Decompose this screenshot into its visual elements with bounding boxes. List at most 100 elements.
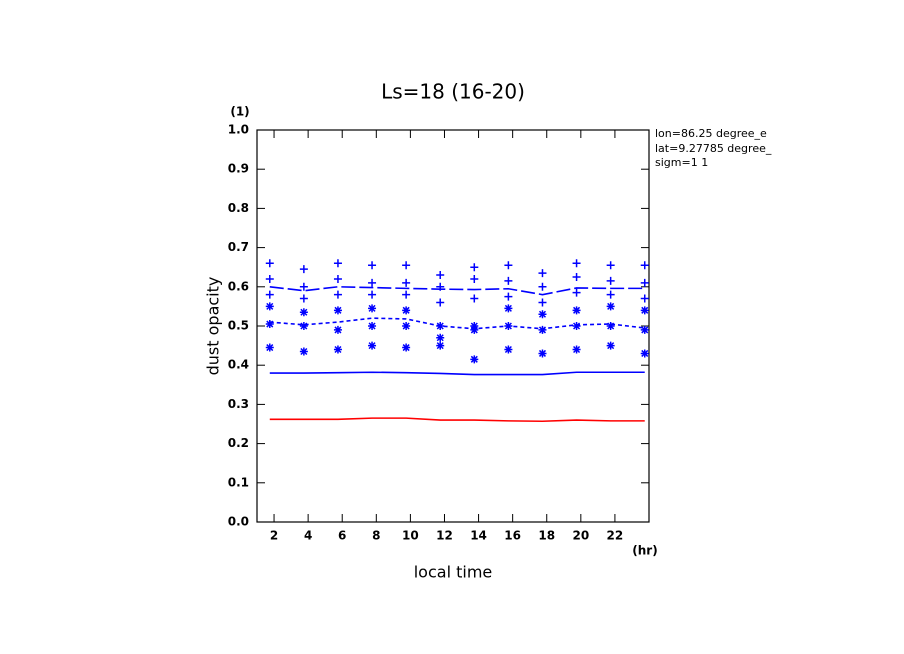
point <box>436 341 445 350</box>
point <box>572 322 581 330</box>
point <box>333 290 342 299</box>
point <box>606 276 615 285</box>
point <box>504 304 513 313</box>
point <box>333 325 342 334</box>
x-tick-label: 12 <box>436 529 453 543</box>
point <box>640 306 649 315</box>
point <box>470 263 479 272</box>
plot-frame <box>256 129 650 523</box>
point <box>333 345 342 354</box>
point <box>470 294 479 303</box>
point <box>572 306 581 315</box>
x-tick-label: 14 <box>470 529 487 543</box>
point <box>538 325 547 334</box>
y-tick-label: 0.5 <box>228 319 249 333</box>
point <box>538 349 547 358</box>
point <box>368 290 377 299</box>
y-tick-label: 0.3 <box>228 397 249 411</box>
point <box>299 282 308 291</box>
point <box>299 265 308 274</box>
point <box>470 325 479 334</box>
annotation: sigm=1 1 <box>655 156 708 169</box>
point <box>572 288 581 297</box>
point <box>265 290 274 299</box>
line <box>269 285 645 296</box>
point <box>606 302 615 311</box>
point <box>436 322 445 330</box>
point <box>402 306 411 315</box>
point <box>606 322 615 330</box>
point <box>368 278 377 287</box>
y-tick-label: 0.8 <box>228 201 249 215</box>
point <box>265 320 274 329</box>
x-tick-label: 4 <box>304 529 312 543</box>
point <box>640 349 649 358</box>
point <box>640 278 649 287</box>
point <box>333 274 342 283</box>
point <box>265 343 274 352</box>
chart-title: Ls=18 (16-20) <box>381 80 525 104</box>
point <box>402 278 411 287</box>
point <box>504 261 513 270</box>
point <box>368 322 377 330</box>
point <box>436 333 445 342</box>
point <box>606 261 615 270</box>
point <box>538 282 547 291</box>
point <box>470 355 479 364</box>
point <box>265 259 274 268</box>
point <box>538 269 547 278</box>
point <box>402 290 411 299</box>
y-axis-label: dust opacity <box>204 277 223 376</box>
point <box>640 294 649 303</box>
point <box>436 271 445 280</box>
point <box>572 259 581 268</box>
point <box>640 325 649 334</box>
point <box>299 294 308 303</box>
y-tick-label: 0.1 <box>228 475 249 489</box>
point <box>538 310 547 319</box>
x-tick-label: 2 <box>270 529 278 543</box>
x-axis-label: local time <box>414 563 493 582</box>
point <box>504 345 513 354</box>
point <box>470 274 479 283</box>
point <box>368 304 377 313</box>
line <box>269 371 645 376</box>
point <box>299 322 308 330</box>
point <box>572 345 581 354</box>
y-tick-label: 0.9 <box>228 162 249 176</box>
point <box>299 308 308 317</box>
annotation: lon=86.25 degree_e <box>655 127 767 140</box>
point <box>504 276 513 285</box>
y-tick-label: 0.0 <box>228 515 249 529</box>
point <box>402 261 411 270</box>
y-tick-label: 0.6 <box>228 279 249 293</box>
x-tick-label: 20 <box>572 529 589 543</box>
point <box>402 322 411 330</box>
point <box>504 322 513 330</box>
y-unit: (1) <box>230 105 249 119</box>
point <box>299 347 308 356</box>
x-tick-label: 8 <box>372 529 380 543</box>
line <box>269 417 645 423</box>
point <box>265 274 274 283</box>
point <box>333 259 342 268</box>
annotations: lon=86.25 degree_e lat=9.27785 degree_ s… <box>655 127 772 169</box>
y-tick-label: 0.2 <box>228 436 249 450</box>
point <box>572 273 581 281</box>
point <box>606 341 615 350</box>
point <box>436 298 445 307</box>
y-tick-label: 0.7 <box>228 240 249 254</box>
point <box>368 341 377 350</box>
point <box>333 306 342 315</box>
point <box>436 282 445 291</box>
y-tick-label: 0.4 <box>228 358 249 372</box>
point <box>606 290 615 299</box>
point <box>402 343 411 352</box>
x-tick-label: 10 <box>402 529 419 543</box>
point <box>538 298 547 307</box>
x-tick-label: 18 <box>538 529 555 543</box>
point <box>640 261 649 270</box>
point <box>504 292 513 301</box>
x-tick-label: 22 <box>607 529 624 543</box>
annotation: lat=9.27785 degree_ <box>655 142 772 155</box>
